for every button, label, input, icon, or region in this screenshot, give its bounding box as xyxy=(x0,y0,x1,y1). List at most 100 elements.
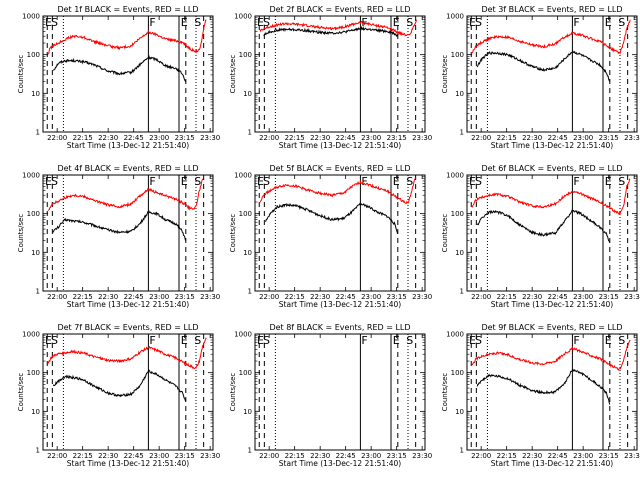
marker-label-e: E xyxy=(181,16,188,29)
marker-label-e: E xyxy=(393,175,400,188)
y-axis-label: Counts/sec xyxy=(17,55,25,94)
marker-label-e: E xyxy=(45,175,52,188)
marker-label-f: F xyxy=(361,16,367,29)
x-tick-label: 22:30 xyxy=(522,452,542,460)
lld-series-line xyxy=(471,339,631,371)
marker-label-e: E xyxy=(605,175,612,188)
lld-series-line xyxy=(47,337,207,370)
x-tick-label: 22:00 xyxy=(471,293,491,301)
y-tick-label: 10 xyxy=(243,90,252,98)
detector-panel-5: Det 5f BLACK = Events, RED = LLD 1 10 100 10… xyxy=(229,164,432,309)
x-tick-label: 23:30 xyxy=(624,293,640,301)
panel-title: Det 1f BLACK = Events, RED = LLD xyxy=(57,5,198,14)
marker-label-s: S xyxy=(194,16,201,29)
y-tick-label: 1000 xyxy=(446,172,464,180)
events-series-line xyxy=(52,54,187,82)
x-tick-label: 22:45 xyxy=(336,293,356,301)
x-tick-label: 23:15 xyxy=(599,134,619,142)
x-tick-label: 23:00 xyxy=(149,293,169,301)
events-series-line xyxy=(476,208,611,243)
y-tick-label: 10 xyxy=(455,90,464,98)
x-tick-label: 22:30 xyxy=(310,293,330,301)
y-tick-label: 10 xyxy=(31,90,40,98)
x-tick-label: 22:45 xyxy=(124,134,144,142)
panel-title: Det 8f BLACK = Events, RED = LLD xyxy=(269,323,410,332)
marker-label-e: E xyxy=(469,16,476,29)
y-tick-label: 1 xyxy=(460,288,464,296)
x-tick-label: 22:15 xyxy=(285,134,305,142)
marker-label-s: S xyxy=(194,175,201,188)
marker-label-s: S xyxy=(51,16,58,29)
events-series-line xyxy=(52,369,187,402)
y-axis-label: Counts/sec xyxy=(229,373,237,412)
y-tick-label: 1 xyxy=(36,129,40,137)
y-tick-label: 10 xyxy=(455,408,464,416)
y-tick-label: 1 xyxy=(36,447,40,455)
lld-series-line xyxy=(472,19,631,55)
x-tick-label: 22:00 xyxy=(47,293,67,301)
x-tick-label: 22:00 xyxy=(259,293,279,301)
x-tick-label: 22:45 xyxy=(124,452,144,460)
y-tick-label: 100 xyxy=(451,210,464,218)
marker-label-e: E xyxy=(605,16,612,29)
y-tick-label: 100 xyxy=(451,369,464,377)
lld-series-line xyxy=(47,178,204,211)
x-tick-label: 23:30 xyxy=(200,134,220,142)
x-tick-label: 22:00 xyxy=(471,452,491,460)
x-tick-label: 23:00 xyxy=(573,293,593,301)
y-axis-label: Counts/sec xyxy=(441,214,449,253)
x-tick-label: 23:30 xyxy=(624,452,640,460)
x-tick-label: 23:00 xyxy=(573,452,593,460)
marker-label-e: E xyxy=(45,16,52,29)
x-tick-label: 23:30 xyxy=(412,134,432,142)
y-tick-label: 1000 xyxy=(22,331,40,339)
y-tick-label: 100 xyxy=(239,51,252,59)
x-tick-label: 23:00 xyxy=(149,134,169,142)
y-tick-label: 1000 xyxy=(234,172,252,180)
y-tick-label: 1 xyxy=(460,129,464,137)
plot-frame xyxy=(42,333,214,451)
x-tick-label: 22:00 xyxy=(259,452,279,460)
events-series-line xyxy=(263,25,399,38)
marker-label-s: S xyxy=(194,334,201,347)
y-tick-label: 1 xyxy=(248,288,252,296)
y-axis-label: Counts/sec xyxy=(441,373,449,412)
panel-title: Det 3f BLACK = Events, RED = LLD xyxy=(481,5,622,14)
plot-frame xyxy=(42,15,214,133)
y-axis-label: Counts/sec xyxy=(17,214,25,253)
y-axis-label: Counts/sec xyxy=(229,214,237,253)
marker-label-s: S xyxy=(618,175,625,188)
y-tick-label: 100 xyxy=(27,51,40,59)
plot-frame xyxy=(42,174,214,292)
x-tick-label: 23:30 xyxy=(412,452,432,460)
y-tick-label: 10 xyxy=(31,249,40,257)
x-axis-label: Start Time (13-Dec-12 21:51:40) xyxy=(279,141,401,150)
y-tick-label: 1000 xyxy=(234,13,252,21)
x-axis-label: Start Time (13-Dec-12 21:51:40) xyxy=(67,300,189,309)
detector-panel-8: Det 8f BLACK = Events, RED = LLD 1 10 100 10… xyxy=(229,323,432,468)
x-tick-label: 22:00 xyxy=(259,134,279,142)
marker-label-e: E xyxy=(181,334,188,347)
x-axis-label: Start Time (13-Dec-12 21:51:40) xyxy=(491,141,613,150)
x-tick-label: 23:15 xyxy=(387,134,407,142)
x-tick-label: 23:15 xyxy=(387,293,407,301)
marker-label-e: E xyxy=(469,175,476,188)
marker-label-s: S xyxy=(263,175,270,188)
marker-label-s: S xyxy=(51,334,58,347)
x-tick-label: 22:30 xyxy=(98,293,118,301)
x-tick-label: 23:15 xyxy=(175,293,195,301)
x-tick-label: 22:15 xyxy=(497,452,517,460)
x-tick-label: 23:15 xyxy=(387,452,407,460)
lld-series-line xyxy=(259,19,417,37)
lld-series-line xyxy=(259,178,416,204)
x-tick-label: 22:15 xyxy=(497,134,517,142)
marker-label-e: E xyxy=(181,175,188,188)
x-tick-label: 22:30 xyxy=(522,293,542,301)
x-tick-label: 23:15 xyxy=(175,452,195,460)
y-tick-label: 100 xyxy=(239,369,252,377)
x-tick-label: 23:00 xyxy=(361,134,381,142)
x-tick-label: 22:45 xyxy=(548,452,568,460)
events-series-line xyxy=(52,210,187,241)
marker-label-s: S xyxy=(475,175,482,188)
